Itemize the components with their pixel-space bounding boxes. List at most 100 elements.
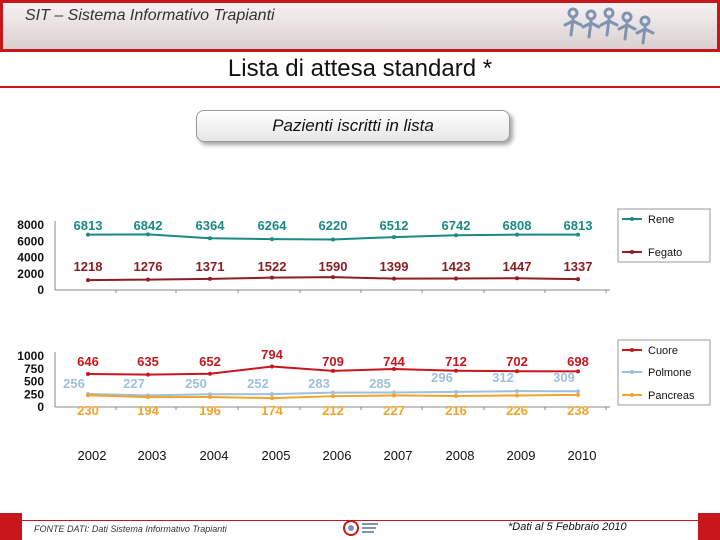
data-point [208, 371, 212, 376]
x-tick-label: 2008 [446, 448, 475, 463]
data-point [454, 393, 458, 398]
data-label: 1337 [564, 259, 593, 274]
footer-source: FONTE DATI: Dati Sistema Informativo Tra… [34, 524, 227, 534]
data-point [576, 277, 580, 282]
data-point [86, 372, 90, 377]
legend-entry: Fegato [648, 247, 682, 259]
data-label: 1218 [74, 259, 103, 274]
data-point [208, 392, 212, 397]
data-label: 6264 [258, 218, 288, 233]
legend-box [617, 208, 711, 263]
data-point [146, 277, 150, 282]
y-tick-label: 500 [24, 375, 44, 389]
y-tick-label: 0 [37, 400, 44, 414]
data-label: 285 [369, 376, 391, 391]
x-tick-label: 2005 [262, 448, 291, 463]
data-point [454, 389, 458, 394]
data-label: 1276 [134, 259, 163, 274]
legend-marker [630, 393, 634, 397]
x-tick-label: 2010 [568, 448, 597, 463]
centro-trapianti-logo-icon [343, 520, 378, 536]
data-point [576, 369, 580, 374]
legend-entry: Cuore [648, 345, 678, 357]
legend-marker [630, 250, 634, 254]
data-point [515, 389, 519, 394]
data-point [576, 389, 580, 394]
data-label: 744 [383, 354, 405, 369]
data-label: 230 [77, 403, 99, 418]
legend-marker [630, 217, 634, 221]
data-label: 698 [567, 354, 589, 369]
legend-entry: Rene [648, 214, 674, 226]
data-label: 1522 [258, 259, 287, 274]
data-point [331, 390, 335, 395]
data-label: 1423 [442, 259, 471, 274]
data-point [576, 392, 580, 397]
data-label: 296 [431, 370, 453, 385]
data-label: 6813 [74, 218, 103, 233]
data-point [331, 237, 335, 242]
data-label: 1399 [380, 259, 409, 274]
x-tick-label: 2002 [78, 448, 107, 463]
y-tick-label: 4000 [17, 251, 44, 265]
data-point [392, 367, 396, 372]
y-tick-label: 0 [37, 283, 44, 297]
legend-entry: Pancreas [648, 390, 695, 402]
data-point [331, 394, 335, 399]
data-label: 702 [506, 354, 528, 369]
data-label: 238 [567, 403, 589, 418]
data-point [208, 395, 212, 400]
data-label: 194 [137, 403, 159, 418]
app-title: SIT – Sistema Informativo Trapianti [25, 7, 275, 24]
data-point [270, 392, 274, 397]
legend-entry: Polmone [648, 367, 691, 379]
data-label: 1590 [319, 259, 348, 274]
data-point [392, 393, 396, 398]
y-tick-label: 2000 [17, 267, 44, 281]
y-tick-label: 750 [24, 362, 44, 376]
footer-divider [20, 520, 720, 521]
people-logo-icon [563, 7, 655, 45]
page-title: Lista di attesa standard * [227, 55, 493, 82]
data-point [331, 368, 335, 373]
data-label: 216 [445, 403, 467, 418]
data-point [146, 232, 150, 237]
data-label: 1371 [196, 259, 225, 274]
data-label: 226 [506, 403, 528, 418]
data-label: 646 [77, 354, 99, 369]
footer-accent-left [0, 513, 22, 540]
y-tick-label: 250 [24, 387, 44, 401]
data-point [454, 368, 458, 373]
y-tick-label: 1000 [17, 349, 44, 363]
data-label: 1447 [503, 259, 532, 274]
data-label: 6512 [380, 218, 409, 233]
data-point [515, 369, 519, 374]
data-label: 6808 [503, 218, 532, 233]
data-point [270, 275, 274, 280]
data-label: 252 [247, 376, 269, 391]
data-point [86, 393, 90, 398]
y-tick-label: 6000 [17, 234, 44, 248]
data-point [392, 276, 396, 281]
legend-marker [630, 370, 634, 374]
data-label: 227 [123, 376, 145, 391]
data-point [86, 278, 90, 283]
footer-accent-right [698, 513, 720, 540]
x-tick-label: 2007 [384, 448, 413, 463]
legend-box [617, 339, 711, 406]
data-point [392, 235, 396, 240]
data-label: 174 [261, 403, 283, 418]
data-label: 635 [137, 354, 159, 369]
x-tick-label: 2003 [138, 448, 167, 463]
data-label: 6220 [319, 218, 348, 233]
data-point [146, 395, 150, 400]
data-label: 652 [199, 354, 221, 369]
data-label: 6842 [134, 218, 163, 233]
data-point [146, 372, 150, 377]
data-point [454, 233, 458, 238]
data-point [208, 236, 212, 241]
data-point [331, 275, 335, 280]
data-point [515, 232, 519, 237]
data-label: 212 [322, 403, 344, 418]
